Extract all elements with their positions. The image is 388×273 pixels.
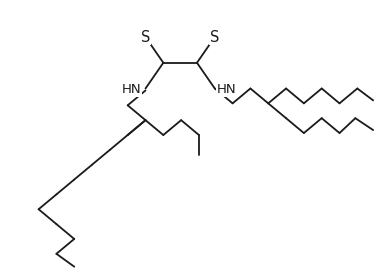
Text: HN: HN — [217, 83, 236, 96]
Text: S: S — [141, 29, 150, 44]
Text: S: S — [210, 29, 220, 44]
Text: HN: HN — [122, 83, 142, 96]
